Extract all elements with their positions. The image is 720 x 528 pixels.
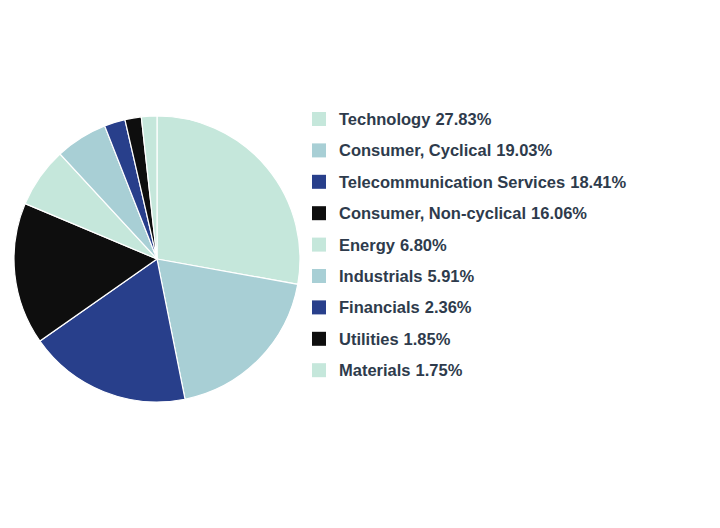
legend: Technology27.83% Consumer, Cyclical 19.03%…	[312, 110, 626, 379]
pie-slice	[157, 116, 300, 284]
legend-swatch	[312, 175, 326, 189]
legend-swatch	[312, 363, 326, 377]
legend-value: 1.85%	[404, 330, 451, 348]
legend-value: 19.03%	[496, 141, 552, 159]
legend-label: Financials 2.36%	[339, 298, 472, 316]
chart-svg: Technology27.83% Consumer, Cyclical 19.03%…	[0, 0, 720, 528]
legend-swatch	[312, 269, 326, 283]
legend-category: Industrials	[339, 267, 422, 285]
legend-swatch	[312, 238, 326, 252]
legend-category: Technology	[339, 110, 431, 128]
pie-slice	[125, 117, 157, 259]
pie-slice	[141, 116, 157, 259]
legend-value: 18.41%	[570, 173, 626, 191]
legend-value: 16.06%	[531, 204, 587, 222]
legend-label: Telecommunication Services 18.41%	[339, 173, 626, 191]
legend-category: Materials	[339, 361, 411, 379]
legend-value: 6.80%	[400, 236, 447, 254]
legend-label: Consumer, Non-cyclical 16.06%	[339, 204, 587, 222]
chart-root: Technology27.83% Consumer, Cyclical 19.03%…	[0, 0, 720, 528]
legend-value: 2.36%	[425, 298, 472, 316]
legend-label: Technology27.83%	[339, 110, 492, 128]
legend-value: 1.75%	[416, 361, 463, 379]
legend-swatch	[312, 300, 326, 314]
legend-label: Energy6.80%	[339, 236, 447, 254]
legend-category: Energy	[339, 236, 396, 254]
pie	[14, 116, 300, 402]
legend-value: 27.83%	[435, 110, 491, 128]
legend-category: Consumer, Cyclical	[339, 141, 491, 159]
legend-label: Materials 1.75%	[339, 361, 463, 379]
legend-swatch	[312, 112, 326, 126]
legend-category: Utilities	[339, 330, 399, 348]
legend-swatch	[312, 332, 326, 346]
legend-category: Financials	[339, 298, 420, 316]
legend-label: Consumer, Cyclical 19.03%	[339, 141, 553, 159]
legend-label: Industrials 5.91%	[339, 267, 475, 285]
legend-category: Telecommunication Services	[339, 173, 565, 191]
legend-label: Utilities 1.85%	[339, 330, 451, 348]
legend-value: 5.91%	[427, 267, 474, 285]
legend-category: Consumer, Non-cyclical	[339, 204, 526, 222]
legend-swatch	[312, 206, 326, 220]
legend-swatch	[312, 143, 326, 157]
